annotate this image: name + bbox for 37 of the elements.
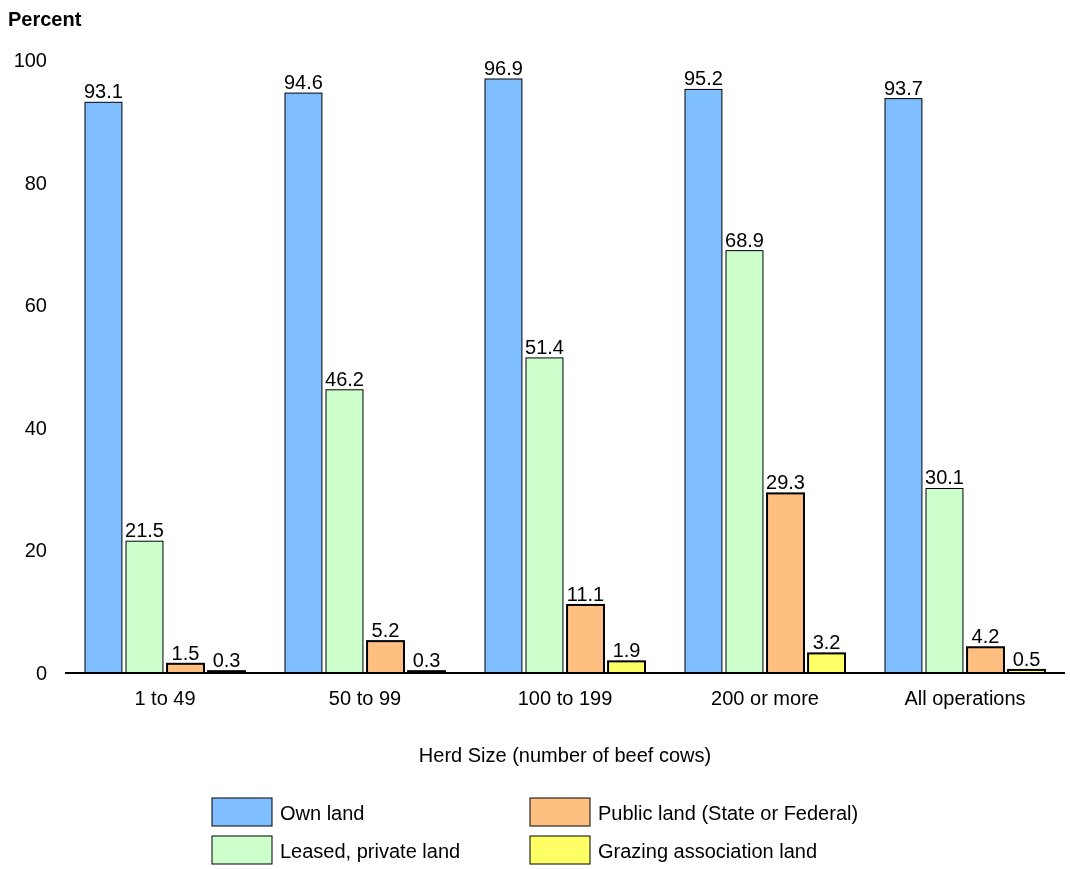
data-label: 5.2 [371, 619, 400, 642]
data-label: 93.1 [83, 80, 123, 103]
data-label: 96.9 [483, 57, 523, 79]
data-label: 0.3 [212, 649, 241, 672]
legend-label: Public land (State or Federal) [598, 802, 859, 824]
y-axis-title: Percent [8, 8, 82, 30]
data-label: 94.6 [283, 71, 323, 94]
y-tick-label: 100 [13, 48, 47, 71]
data-label: 93.7 [883, 76, 923, 99]
data-label: 51.4 [525, 335, 564, 358]
legend-label: Leased, private land [280, 840, 461, 862]
y-tick-label: 0 [35, 661, 47, 684]
data-label: 3.2 [812, 631, 841, 654]
y-tick-label: 40 [24, 416, 47, 439]
x-tick-label: 50 to 99 [328, 687, 402, 710]
data-label: 68.9 [725, 228, 764, 251]
data-label: 46.2 [325, 367, 364, 390]
data-label: 1.5 [171, 641, 200, 664]
data-label: 0.3 [412, 649, 441, 672]
data-label: 1.9 [612, 639, 641, 662]
y-tick-label: 60 [24, 294, 47, 317]
legend-label: Grazing association land [598, 840, 818, 862]
data-label: 0.5 [1012, 647, 1041, 670]
y-tick-label: 80 [24, 171, 47, 194]
data-label: 11.1 [566, 582, 605, 605]
data-label: 21.5 [125, 519, 164, 542]
data-label: 29.3 [766, 471, 805, 494]
x-axis-title: Herd Size (number of beef cows) [418, 744, 712, 766]
x-tick-label: All operations [904, 687, 1026, 710]
data-label: 4.2 [971, 625, 1000, 648]
x-tick-label: 100 to 199 [517, 687, 613, 710]
x-tick-label: 1 to 49 [134, 687, 196, 710]
legend-label: Own land [280, 802, 365, 824]
x-tick-label: 200 or more [711, 687, 819, 710]
y-tick-label: 20 [24, 539, 47, 562]
data-label: 30.1 [925, 466, 964, 489]
data-label: 95.2 [683, 67, 723, 90]
